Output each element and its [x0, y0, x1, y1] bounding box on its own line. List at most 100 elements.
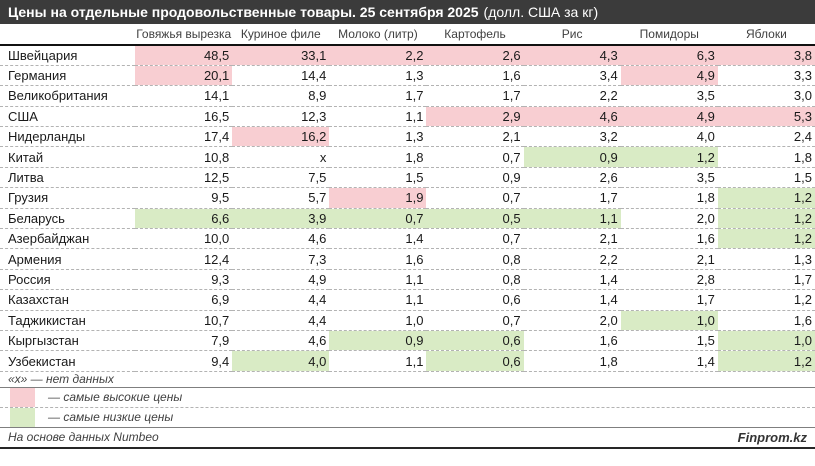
price-cell: 5,7	[232, 187, 330, 209]
price-cell: 4,0	[232, 350, 330, 372]
price-cell: 48,5	[135, 45, 233, 66]
price-cell: 3,9	[232, 208, 330, 230]
price-cell: 2,6	[426, 45, 524, 66]
price-cell: 2,8	[620, 269, 718, 291]
price-cell: 3,5	[620, 167, 718, 189]
price-cell: 10,0	[135, 228, 233, 250]
price-cell: 3,3	[717, 65, 815, 87]
brand-logo: Finprom.kz	[737, 429, 807, 445]
price-cell: 2,9	[426, 106, 524, 128]
price-cell: 2,1	[523, 228, 621, 250]
price-cell: 1,9	[329, 187, 427, 209]
price-cell: 4,4	[232, 289, 330, 311]
price-cell: 1,2	[620, 146, 718, 168]
legend-label-low: — самые низкие цены	[48, 410, 174, 425]
price-cell: 6,6	[135, 208, 233, 230]
country-cell: Узбекистан	[0, 350, 136, 372]
price-cell: 1,3	[717, 248, 815, 270]
price-cell: 6,9	[135, 289, 233, 311]
price-cell: 9,5	[135, 187, 233, 209]
country-cell: Армения	[0, 248, 136, 270]
table-row: Швейцария 48,5 33,1 2,2 2,6 4,3 6,3 3,8	[0, 45, 815, 66]
price-cell: 0,7	[426, 146, 524, 168]
price-cell: 14,4	[232, 65, 330, 87]
price-cell: 0,7	[426, 228, 524, 250]
price-table: Говяжья вырезка Куриное филе Молоко (литр)…	[0, 24, 815, 372]
price-cell: 9,3	[135, 269, 233, 291]
price-cell: 1,7	[523, 187, 621, 209]
price-cell: 1,2	[717, 289, 815, 311]
price-cell: 1,3	[329, 65, 427, 87]
price-cell: 4,6	[232, 330, 330, 352]
table-row: Азербайджан 10,0 4,6 1,4 0,7 2,1 1,6 1,2	[0, 228, 815, 250]
price-cell: 1,2	[717, 187, 815, 209]
country-cell: Азербайджан	[0, 228, 136, 250]
table-row: Армения 12,4 7,3 1,6 0,8 2,2 2,1 1,3	[0, 248, 815, 270]
country-cell: Нидерланды	[0, 126, 136, 148]
price-cell: 1,8	[717, 146, 815, 168]
data-source-note: На основе данных Numbeo	[8, 430, 159, 445]
price-cell: 10,7	[135, 310, 233, 331]
price-cell: 0,6	[426, 350, 524, 372]
price-cell: 0,7	[426, 187, 524, 209]
price-cell: 2,0	[523, 310, 621, 331]
price-cell: 2,1	[620, 248, 718, 270]
table-row: Казахстан 6,9 4,4 1,1 0,6 1,4 1,7 1,2	[0, 289, 815, 311]
table-row: Германия 20,1 14,4 1,3 1,6 3,4 4,9 3,3	[0, 65, 815, 87]
price-cell: 7,3	[232, 248, 330, 270]
price-cell: 14,1	[135, 85, 233, 107]
price-cell: 20,1	[135, 65, 233, 87]
table-row: Узбекистан 9,4 4,0 1,1 0,6 1,8 1,4 1,2	[0, 350, 815, 372]
no-data-note: «х» — нет данных	[0, 372, 815, 388]
price-cell: 4,4	[232, 310, 330, 331]
column-header: Куриное филе	[232, 24, 330, 46]
country-cell: Китай	[0, 146, 136, 168]
page-title: Цены на отдельные продовольственные това…	[8, 4, 479, 20]
column-header-row: Говяжья вырезка Куриное филе Молоко (литр)…	[0, 24, 815, 46]
price-cell: 1,7	[620, 289, 718, 311]
table-row: Таджикистан 10,7 4,4 1,0 0,7 2,0 1,0 1,6	[0, 310, 815, 331]
price-cell: 0,9	[329, 330, 427, 352]
country-cell: Грузия	[0, 187, 136, 209]
table-row: США 16,5 12,3 1,1 2,9 4,6 4,9 5,3	[0, 106, 815, 128]
country-cell: Кыргызстан	[0, 330, 136, 352]
price-cell: 3,5	[620, 85, 718, 107]
price-cell: 1,5	[620, 330, 718, 352]
price-cell: 4,9	[620, 65, 718, 87]
price-cell: 2,0	[620, 208, 718, 230]
price-cell: 12,4	[135, 248, 233, 270]
table-row: Кыргызстан 7,9 4,6 0,9 0,6 1,6 1,5 1,0	[0, 330, 815, 352]
price-cell: 1,1	[329, 289, 427, 311]
price-cell: 1,2	[717, 208, 815, 230]
column-header: Помидоры	[620, 24, 718, 46]
table-row: Китай 10,8 х 1,8 0,7 0,9 1,2 1,8	[0, 146, 815, 168]
low-price-swatch	[10, 407, 35, 427]
table-row: Беларусь 6,6 3,9 0,7 0,5 1,1 2,0 1,2	[0, 208, 815, 230]
price-cell: 8,9	[232, 85, 330, 107]
title-bar: Цены на отдельные продовольственные това…	[0, 0, 815, 24]
price-cell: 1,2	[717, 228, 815, 250]
price-cell: 3,8	[717, 45, 815, 66]
price-cell: 4,9	[232, 269, 330, 291]
country-cell: Германия	[0, 65, 136, 87]
price-cell: 1,1	[329, 350, 427, 372]
price-cell: 1,1	[329, 269, 427, 291]
table-row: Нидерланды 17,4 16,2 1,3 2,1 3,2 4,0 2,4	[0, 126, 815, 148]
legend-item-high: — самые высокие цены	[0, 387, 815, 408]
price-cell: 4,3	[523, 45, 621, 66]
price-cell: 0,9	[523, 146, 621, 168]
price-cell: 2,2	[329, 45, 427, 66]
price-cell: 4,0	[620, 126, 718, 148]
price-cell: 1,6	[620, 228, 718, 250]
column-header: Яблоки	[717, 24, 815, 46]
price-cell: 1,2	[717, 350, 815, 372]
price-cell: 1,6	[717, 310, 815, 331]
price-cell: 1,3	[329, 126, 427, 148]
price-cell: 2,6	[523, 167, 621, 189]
price-cell: 2,2	[523, 248, 621, 270]
table-body: Швейцария 48,5 33,1 2,2 2,6 4,3 6,3 3,8 Германия…	[0, 45, 815, 372]
price-cell: 1,6	[523, 330, 621, 352]
price-cell: 1,8	[329, 146, 427, 168]
price-cell: 3,4	[523, 65, 621, 87]
price-cell: 33,1	[232, 45, 330, 66]
